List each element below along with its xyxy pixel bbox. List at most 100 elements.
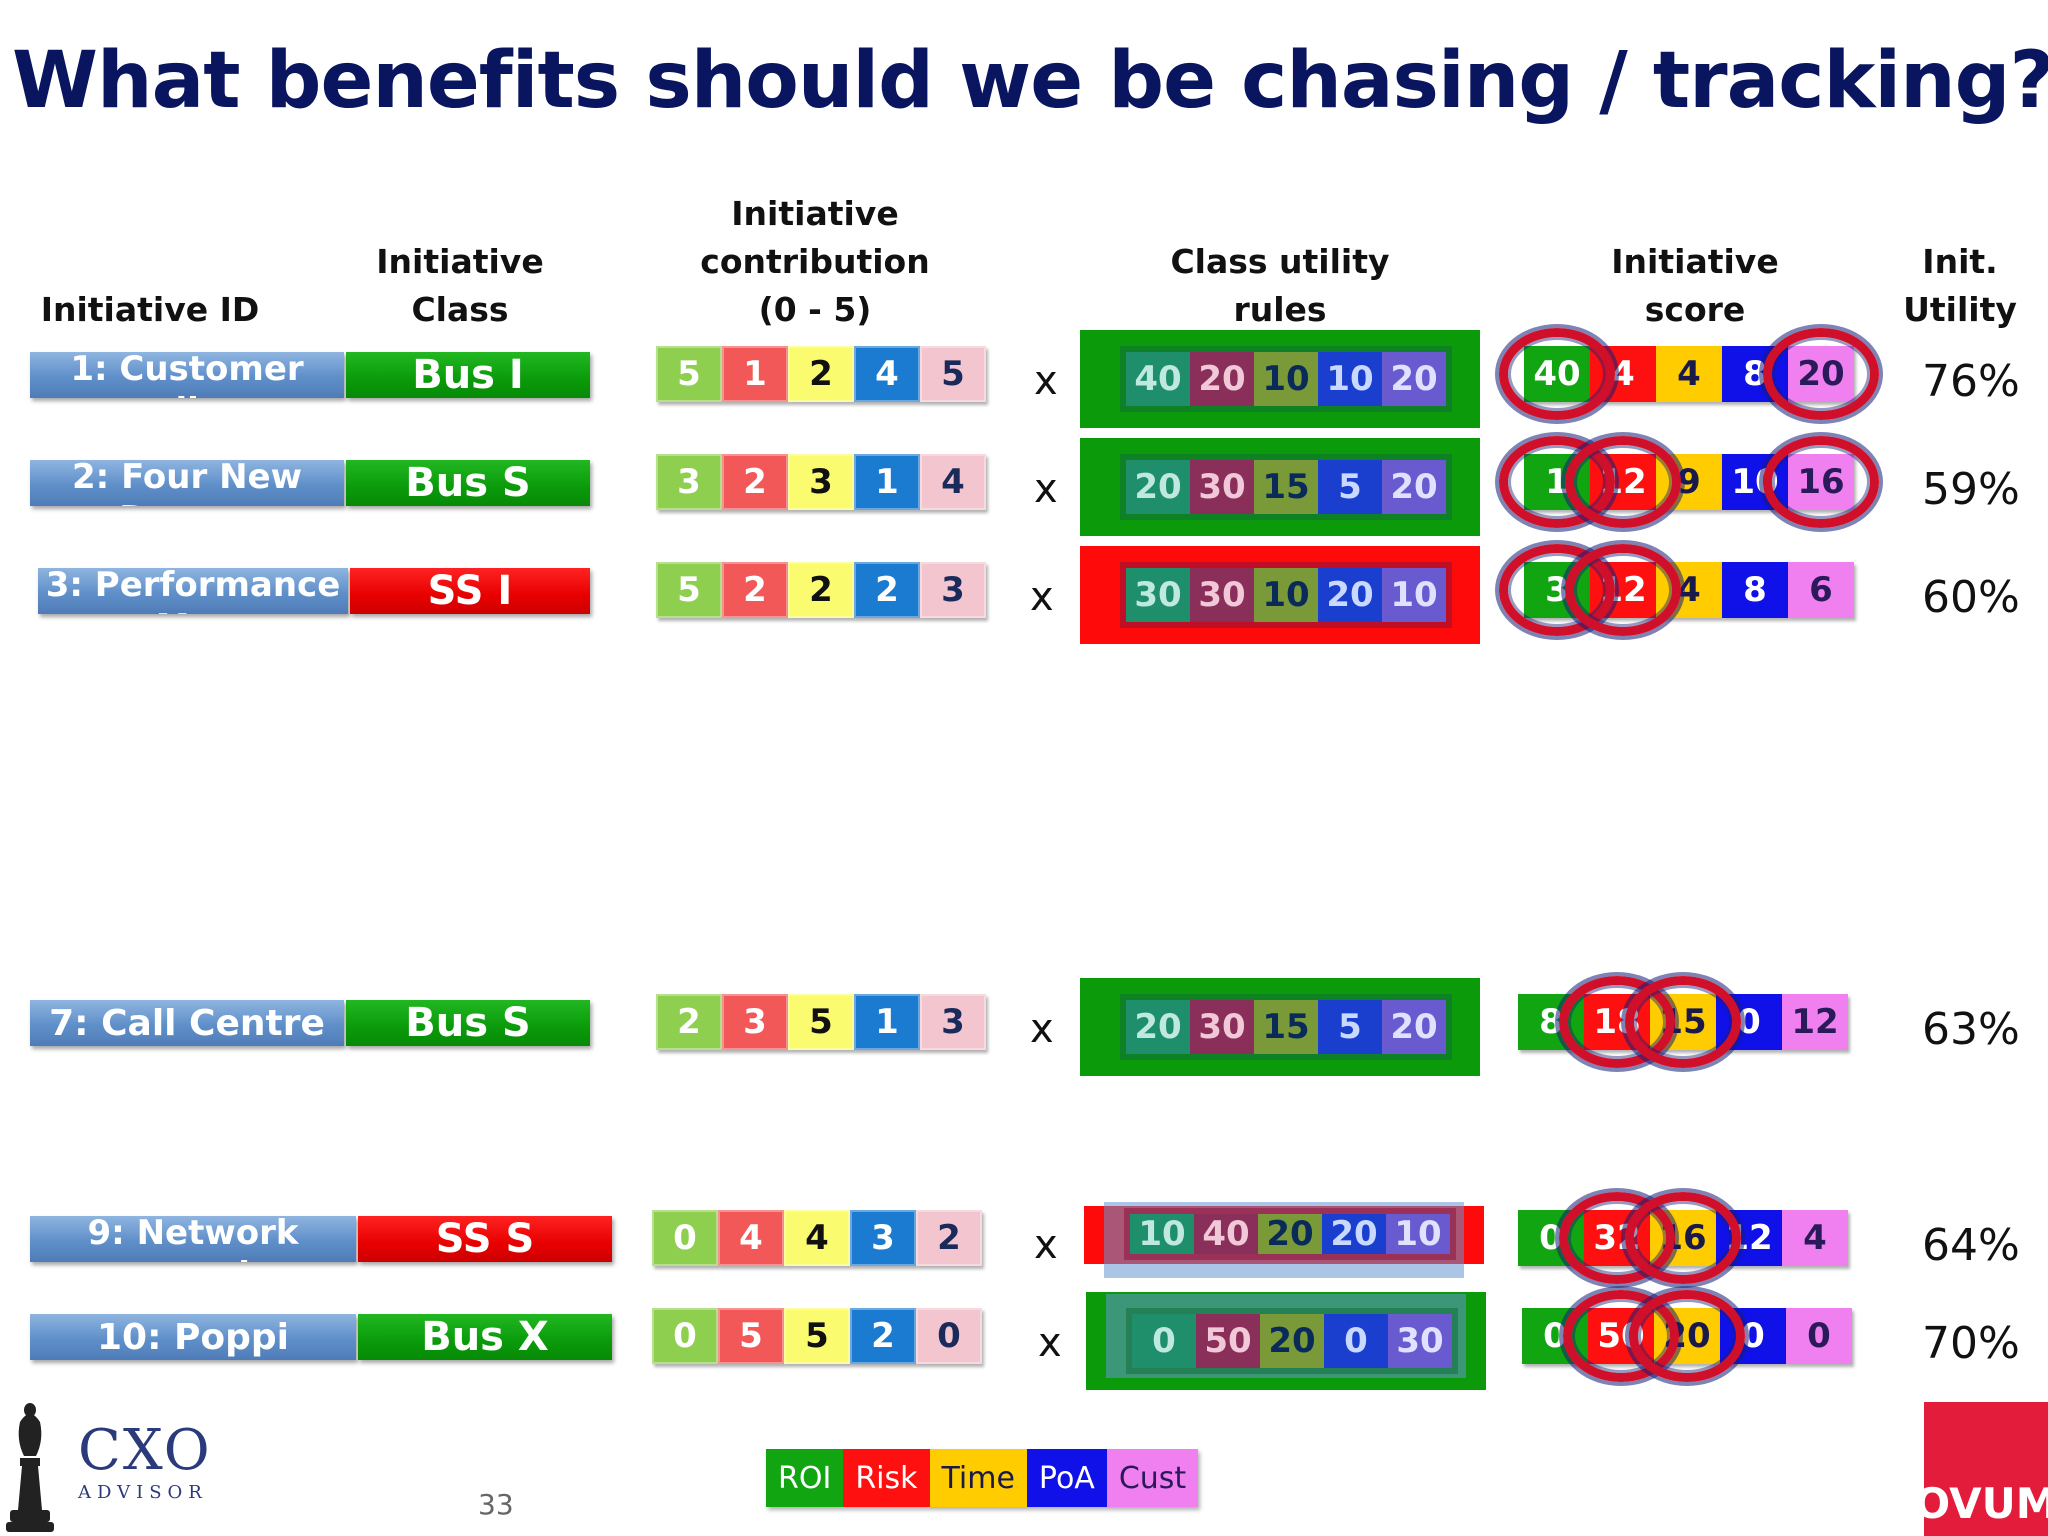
multiply-sign: x — [1034, 358, 1058, 404]
utility-rules-strip: 30 30 10 20 10 — [1120, 562, 1452, 628]
utility-risk: 50 — [1196, 1314, 1260, 1368]
advisor-logo-text: ADVISOR — [78, 1482, 208, 1503]
utility-time: 20 — [1260, 1314, 1324, 1368]
contribution-risk: 3 — [722, 994, 788, 1050]
contribution-poa: 4 — [854, 346, 920, 402]
utility-cust: 30 — [1388, 1314, 1452, 1368]
contribution-risk: 1 — [722, 346, 788, 402]
utility-time: 10 — [1254, 352, 1318, 406]
utility-poa: 20 — [1318, 568, 1382, 622]
utility-poa: 20 — [1322, 1214, 1386, 1254]
highlight-ring-icon — [1625, 976, 1741, 1068]
header-contribution: Initiative contribution (0 - 5) — [700, 194, 930, 329]
contribution-time: 4 — [784, 1210, 850, 1266]
utility-risk: 20 — [1190, 352, 1254, 406]
multiply-sign: x — [1038, 1320, 1062, 1366]
utility-poa: 0 — [1324, 1314, 1388, 1368]
contribution-time: 5 — [784, 1308, 850, 1364]
score-time: 4 — [1656, 346, 1722, 402]
score-cust: 12 — [1782, 994, 1848, 1050]
init-utility-value: 70% — [1922, 1318, 2020, 1369]
contribution-poa: 1 — [854, 994, 920, 1050]
initiative-class-box: SS I — [350, 568, 590, 614]
utility-poa: 5 — [1318, 460, 1382, 514]
contribution-time: 2 — [788, 346, 854, 402]
utility-roi: 40 — [1126, 352, 1190, 406]
contribution-risk: 5 — [718, 1308, 784, 1364]
utility-rules-strip: 10 40 20 20 10 — [1124, 1208, 1456, 1260]
contribution-risk: 2 — [722, 562, 788, 618]
contribution-poa: 3 — [850, 1210, 916, 1266]
contribution-cust: 3 — [920, 994, 986, 1050]
utility-cust: 10 — [1386, 1214, 1450, 1254]
init-utility-value: 59% — [1922, 464, 2020, 515]
initiative-id-box: 2: Four New Depots — [30, 460, 344, 506]
initiative-id-box: 10: Poppi — [30, 1314, 356, 1360]
highlight-ring-icon — [1565, 436, 1681, 528]
contribution-risk: 2 — [722, 454, 788, 510]
multiply-sign: x — [1034, 466, 1058, 512]
utility-cust: 20 — [1382, 352, 1446, 406]
init-utility-value: 63% — [1922, 1004, 2020, 1055]
utility-time: 15 — [1254, 460, 1318, 514]
utility-rules-strip: 40 20 10 10 20 — [1120, 346, 1452, 412]
initiative-class-box: Bus X — [358, 1314, 612, 1360]
multiply-sign: x — [1030, 1006, 1054, 1052]
utility-roi: 20 — [1126, 460, 1190, 514]
highlight-ring-icon — [1565, 544, 1681, 636]
highlight-ring-icon — [1763, 328, 1879, 420]
utility-cust: 10 — [1382, 568, 1446, 622]
initiative-class-box: Bus S — [346, 1000, 590, 1046]
init-utility-value: 64% — [1922, 1220, 2020, 1271]
initiative-id-box: 1: Customer online — [30, 352, 344, 398]
score-cust: 6 — [1788, 562, 1854, 618]
contribution-roi: 0 — [652, 1308, 718, 1364]
ovum-logo: OVUM — [1915, 1402, 2048, 1536]
utility-roi: 20 — [1126, 1000, 1190, 1054]
contribution-roi: 0 — [652, 1210, 718, 1266]
initiative-id-box: 9: Network upgrade — [30, 1216, 356, 1262]
legend-risk: Risk — [843, 1449, 930, 1507]
cxo-advisor-logo — [6, 1403, 54, 1532]
highlight-ring-icon — [1499, 328, 1615, 420]
utility-poa: 5 — [1318, 1000, 1382, 1054]
legend-cust: Cust — [1106, 1449, 1199, 1507]
contribution-cust: 5 — [920, 346, 986, 402]
utility-risk: 30 — [1190, 460, 1254, 514]
score-poa: 8 — [1722, 562, 1788, 618]
utility-cust: 20 — [1382, 1000, 1446, 1054]
header-initiative-score: Initiative score — [1611, 242, 1779, 329]
contribution-roi: 5 — [656, 346, 722, 402]
initiative-class-box: Bus I — [346, 352, 590, 398]
utility-risk: 30 — [1190, 1000, 1254, 1054]
utility-time: 10 — [1254, 568, 1318, 622]
utility-cust: 20 — [1382, 460, 1446, 514]
contribution-time: 2 — [788, 562, 854, 618]
multiply-sign: x — [1030, 574, 1054, 620]
contribution-cust: 0 — [916, 1308, 982, 1364]
initiative-id-label: 2: Four New Depots — [71, 460, 303, 506]
multiply-sign: x — [1034, 1222, 1058, 1268]
contribution-roi: 2 — [656, 994, 722, 1050]
page-number: 33 — [478, 1488, 514, 1521]
score-cust: 0 — [1786, 1308, 1852, 1364]
contribution-time: 3 — [788, 454, 854, 510]
utility-rules-strip: 0 50 20 0 30 — [1126, 1308, 1458, 1374]
initiative-id-label: 7: Call Centre — [49, 1002, 325, 1044]
init-utility-value: 60% — [1922, 572, 2020, 623]
initiative-id-box: 3: Performance Mgt — [38, 568, 348, 614]
utility-roi: 0 — [1132, 1314, 1196, 1368]
highlight-ring-icon — [1763, 436, 1879, 528]
contribution-cust: 2 — [916, 1210, 982, 1266]
initiative-class-box: Bus S — [346, 460, 590, 506]
utility-time: 20 — [1258, 1214, 1322, 1254]
legend-roi: ROI — [766, 1449, 844, 1507]
initiative-id-label: 3: Performance Mgt — [45, 568, 341, 614]
score-cust: 4 — [1782, 1210, 1848, 1266]
legend: ROI Risk Time PoA Cust — [766, 1449, 1199, 1507]
